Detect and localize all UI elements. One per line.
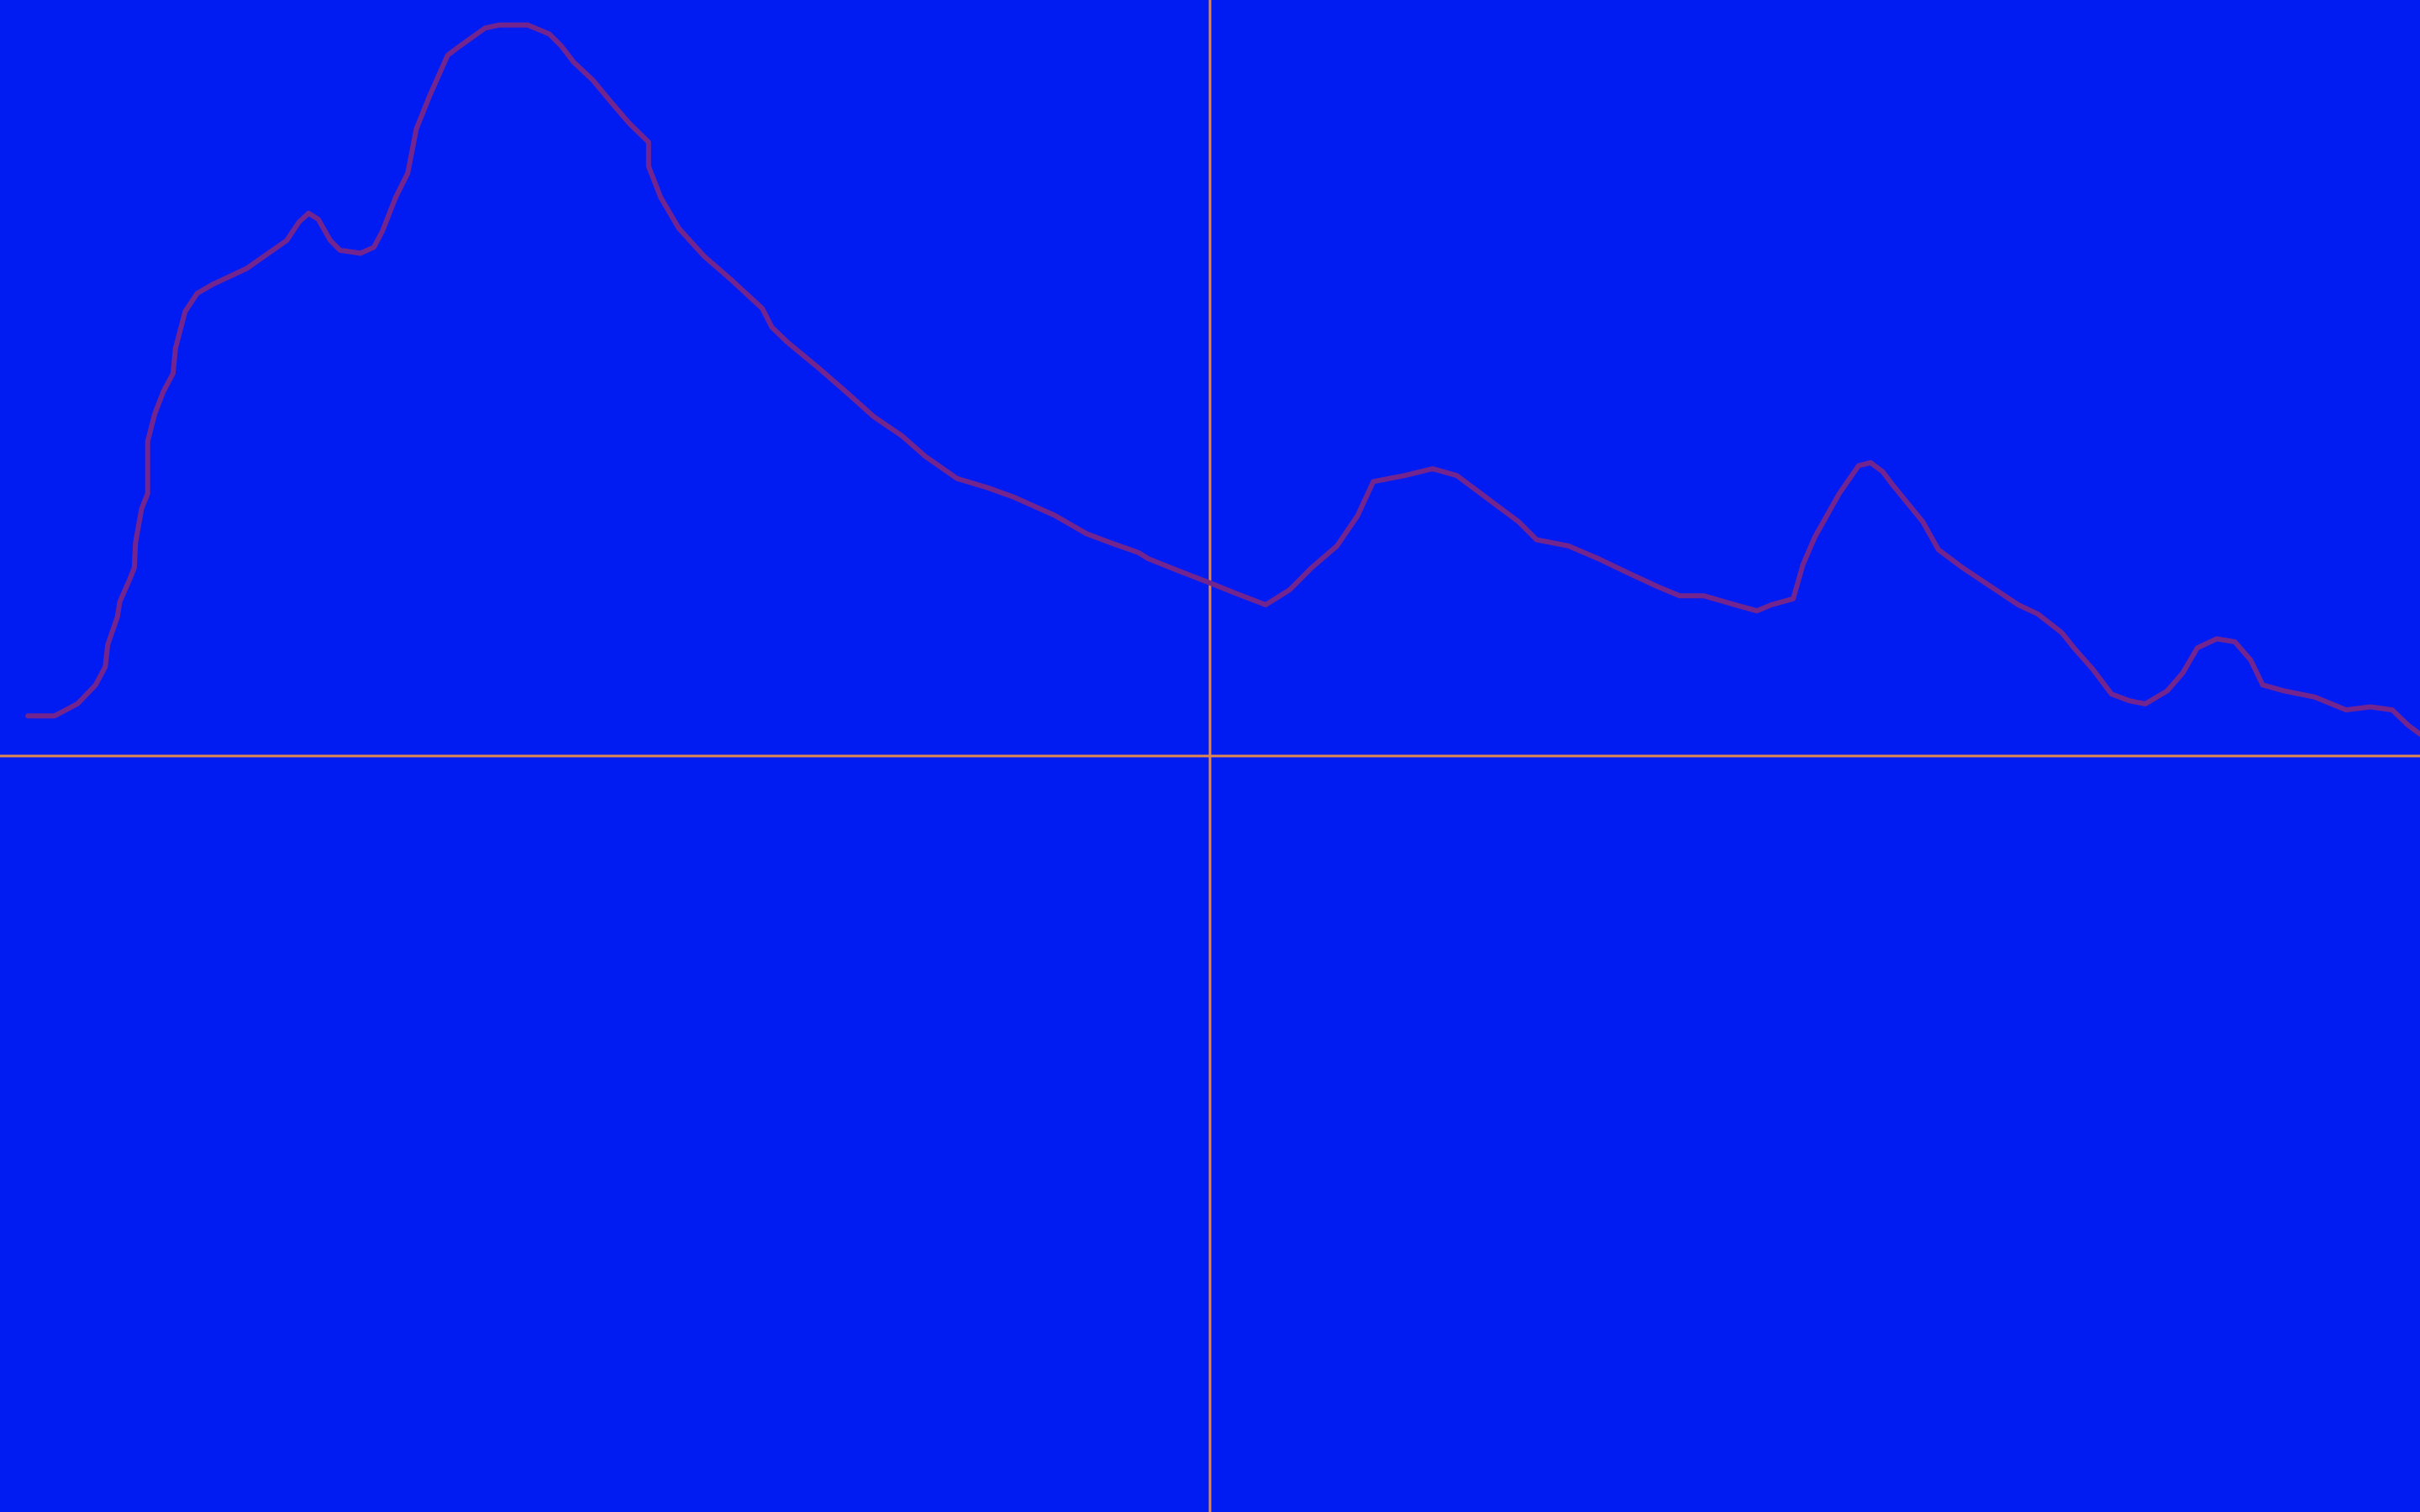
data-line — [25, 22, 2420, 737]
